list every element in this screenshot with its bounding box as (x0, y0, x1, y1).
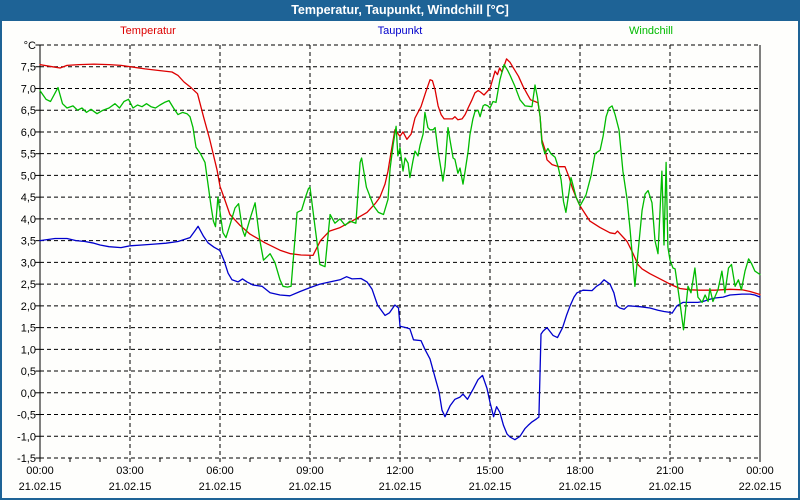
x-tick-date-label: 21.02.15 (559, 481, 602, 493)
taupunkt-line (39, 225, 761, 441)
y-tick-label: 5,0 (21, 170, 36, 182)
windchill-line (39, 63, 761, 331)
y-tick-label: 7,0 (21, 83, 36, 95)
y-tick-label: 2,5 (21, 279, 36, 291)
y-tick-label: 6,5 (21, 105, 36, 117)
x-tick-time-label: 18:00 (566, 465, 594, 477)
x-tick-date-label: 21.02.15 (109, 481, 152, 493)
x-tick-time-label: 00:00 (26, 465, 54, 477)
x-tick-date-label: 21.02.15 (469, 481, 512, 493)
legend-label-taupunkt: Taupunkt (377, 25, 423, 37)
x-tick-time-label: 15:00 (476, 465, 504, 477)
y-tick-label: 1,5 (21, 323, 36, 335)
x-tick-time-label: 21:00 (656, 465, 684, 477)
x-tick-time-label: 00:00 (746, 465, 774, 477)
x-tick-date-label: 21.02.15 (19, 481, 62, 493)
y-tick-label: 2,0 (21, 301, 36, 313)
x-tick-date-label: 21.02.15 (649, 481, 692, 493)
x-tick-time-label: 06:00 (206, 465, 234, 477)
y-tick-label: 4,0 (21, 214, 36, 226)
y-tick-label: 4,5 (21, 192, 36, 204)
y-tick-label: 7,5 (21, 62, 36, 74)
y-tick-label: 1,0 (21, 344, 36, 356)
y-tick-label: 3,0 (21, 257, 36, 269)
legend-label-windchill: Windchill (628, 25, 674, 37)
x-tick-date-label: 21.02.15 (199, 481, 242, 493)
x-tick-time-label: 12:00 (386, 465, 414, 477)
temperatur-line (39, 58, 761, 296)
x-tick-date-label: 21.02.15 (379, 481, 422, 493)
y-tick-label: 3,5 (21, 236, 36, 248)
legend-label-temperatur: Temperatur (120, 25, 176, 37)
y-tick-label: -1,0 (17, 431, 36, 443)
y-tick-label: 5,5 (21, 149, 36, 161)
y-axis-unit-label: °C (24, 40, 36, 52)
x-tick-date-label: 21.02.15 (289, 481, 332, 493)
y-tick-label: 6,0 (21, 127, 36, 139)
y-tick-label: 0,5 (21, 366, 36, 378)
x-tick-time-label: 03:00 (116, 465, 144, 477)
window-title: Temperatur, Taupunkt, Windchill [°C] (291, 3, 509, 17)
y-tick-label: 0,0 (21, 388, 36, 400)
x-tick-date-label: 22.02.15 (739, 481, 782, 493)
x-tick-time-label: 09:00 (296, 465, 324, 477)
y-tick-label: -0,5 (17, 410, 36, 422)
y-tick-label: -1,5 (17, 453, 36, 465)
title-bar: Temperatur, Taupunkt, Windchill [°C] (0, 0, 800, 21)
